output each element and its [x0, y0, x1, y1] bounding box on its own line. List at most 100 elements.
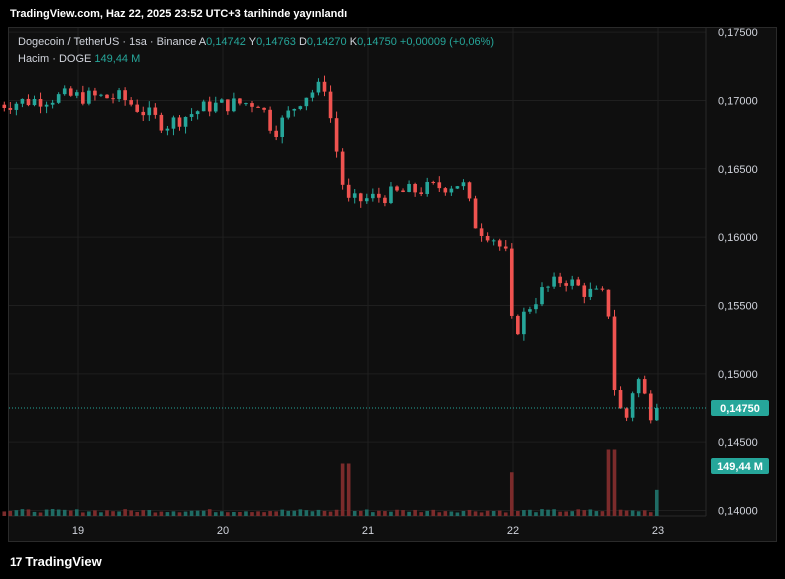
candle-body — [413, 183, 417, 193]
volume-bar — [195, 510, 200, 516]
candle-body — [431, 181, 436, 183]
volume-bar — [159, 511, 164, 516]
candle-body — [534, 304, 538, 310]
candle-body — [636, 379, 641, 394]
volume-bar — [582, 510, 587, 516]
candle-body — [213, 102, 218, 112]
candle-body — [93, 90, 97, 96]
candle-body — [588, 288, 593, 297]
tradingview-logo-icon: 17 — [10, 554, 22, 569]
time-tick-label: 20 — [217, 525, 229, 537]
volume-bar — [648, 512, 653, 516]
candle-body — [612, 316, 617, 391]
volume-bar — [280, 509, 285, 516]
volume-bar — [346, 463, 351, 516]
time-tick-label: 21 — [362, 525, 374, 537]
volume-bar — [99, 512, 103, 516]
candle-body — [401, 190, 405, 192]
volume-bar — [570, 511, 575, 516]
price-tick-label: 0,14000 — [718, 506, 758, 518]
volume-bar — [129, 510, 133, 516]
volume-bar — [371, 512, 375, 516]
candle-body — [280, 117, 285, 137]
change-value: +0,00009 (+0,06%) — [399, 36, 495, 48]
volume-bar — [546, 509, 550, 516]
time-tick-label: 22 — [507, 525, 519, 537]
volume-bar — [449, 511, 454, 516]
volume-bar — [461, 510, 466, 516]
candle-body — [558, 276, 562, 284]
low-label: D — [298, 36, 307, 48]
candle-body — [50, 102, 55, 105]
volume-bar — [87, 511, 91, 516]
volume-label[interactable]: Hacim · DOGE — [18, 53, 92, 65]
volume-bar — [395, 509, 399, 516]
open-value: 0,14742 — [206, 36, 246, 48]
tradingview-footer[interactable]: 17 TradingView — [10, 554, 102, 569]
candle-body — [298, 106, 303, 110]
volume-bar — [14, 510, 19, 516]
price-tick-label: 0,15500 — [718, 300, 758, 312]
candle-body — [443, 188, 448, 193]
time-tick-label: 23 — [652, 525, 664, 537]
candle-body — [576, 279, 581, 286]
candle-body — [358, 193, 363, 202]
ohlc-legend: Dogecoin / TetherUS · 1sa · Binance A0,1… — [18, 36, 494, 48]
candle-body — [516, 315, 520, 335]
candle-body — [377, 193, 381, 198]
volume-bar — [377, 510, 381, 516]
volume-bar — [364, 509, 369, 516]
candle-body — [389, 186, 393, 204]
volume-bar — [56, 509, 61, 516]
volume-bar — [111, 511, 115, 516]
volume-bar — [600, 511, 605, 516]
volume-bar — [8, 510, 13, 516]
volume-bar — [20, 509, 25, 516]
candle-body — [141, 111, 146, 116]
volume-bar — [50, 509, 55, 516]
candle-body — [135, 104, 140, 112]
candle-body — [238, 98, 242, 104]
candle-body — [14, 103, 19, 110]
candle-body — [232, 98, 236, 112]
candle-body — [491, 240, 496, 242]
volume-bar — [123, 509, 127, 516]
volume-bar — [467, 509, 472, 516]
volume-bar — [171, 511, 176, 516]
candle-body — [286, 110, 291, 118]
volume-bar — [624, 510, 629, 516]
candle-body — [509, 248, 514, 316]
candle-body — [244, 103, 248, 105]
candle-body — [461, 182, 466, 187]
candle-body — [62, 88, 67, 95]
candle-body — [159, 114, 164, 131]
price-tick-label: 0,14500 — [718, 437, 758, 449]
candle-body — [26, 98, 31, 106]
volume-bar — [117, 511, 121, 516]
volume-bar — [564, 511, 568, 516]
volume-bar — [443, 511, 448, 516]
volume-bar — [183, 511, 188, 516]
open-label: A — [198, 36, 207, 48]
volume-bar — [576, 509, 581, 516]
candle-body — [371, 193, 375, 199]
volume-bar — [256, 511, 260, 516]
candle-body — [594, 288, 599, 290]
last-volume-label: 149,44 M — [717, 461, 763, 473]
volume-bar — [630, 510, 635, 516]
volume-bar — [213, 512, 218, 516]
volume-bar — [606, 449, 611, 516]
candle-body — [316, 81, 321, 93]
last-price-label: 0,14750 — [720, 403, 760, 415]
candle-body — [630, 393, 635, 418]
price-tick-label: 0,16000 — [718, 232, 758, 244]
volume-bar — [534, 512, 538, 516]
volume-bar — [262, 512, 266, 516]
candle-body — [473, 198, 478, 229]
chart-panel[interactable] — [8, 27, 777, 542]
candle-body — [606, 289, 611, 317]
symbol-info[interactable]: Dogecoin / TetherUS · 1sa · Binance — [18, 36, 197, 48]
price-tick-label: 0,15000 — [718, 369, 758, 381]
volume-bar — [352, 510, 357, 516]
